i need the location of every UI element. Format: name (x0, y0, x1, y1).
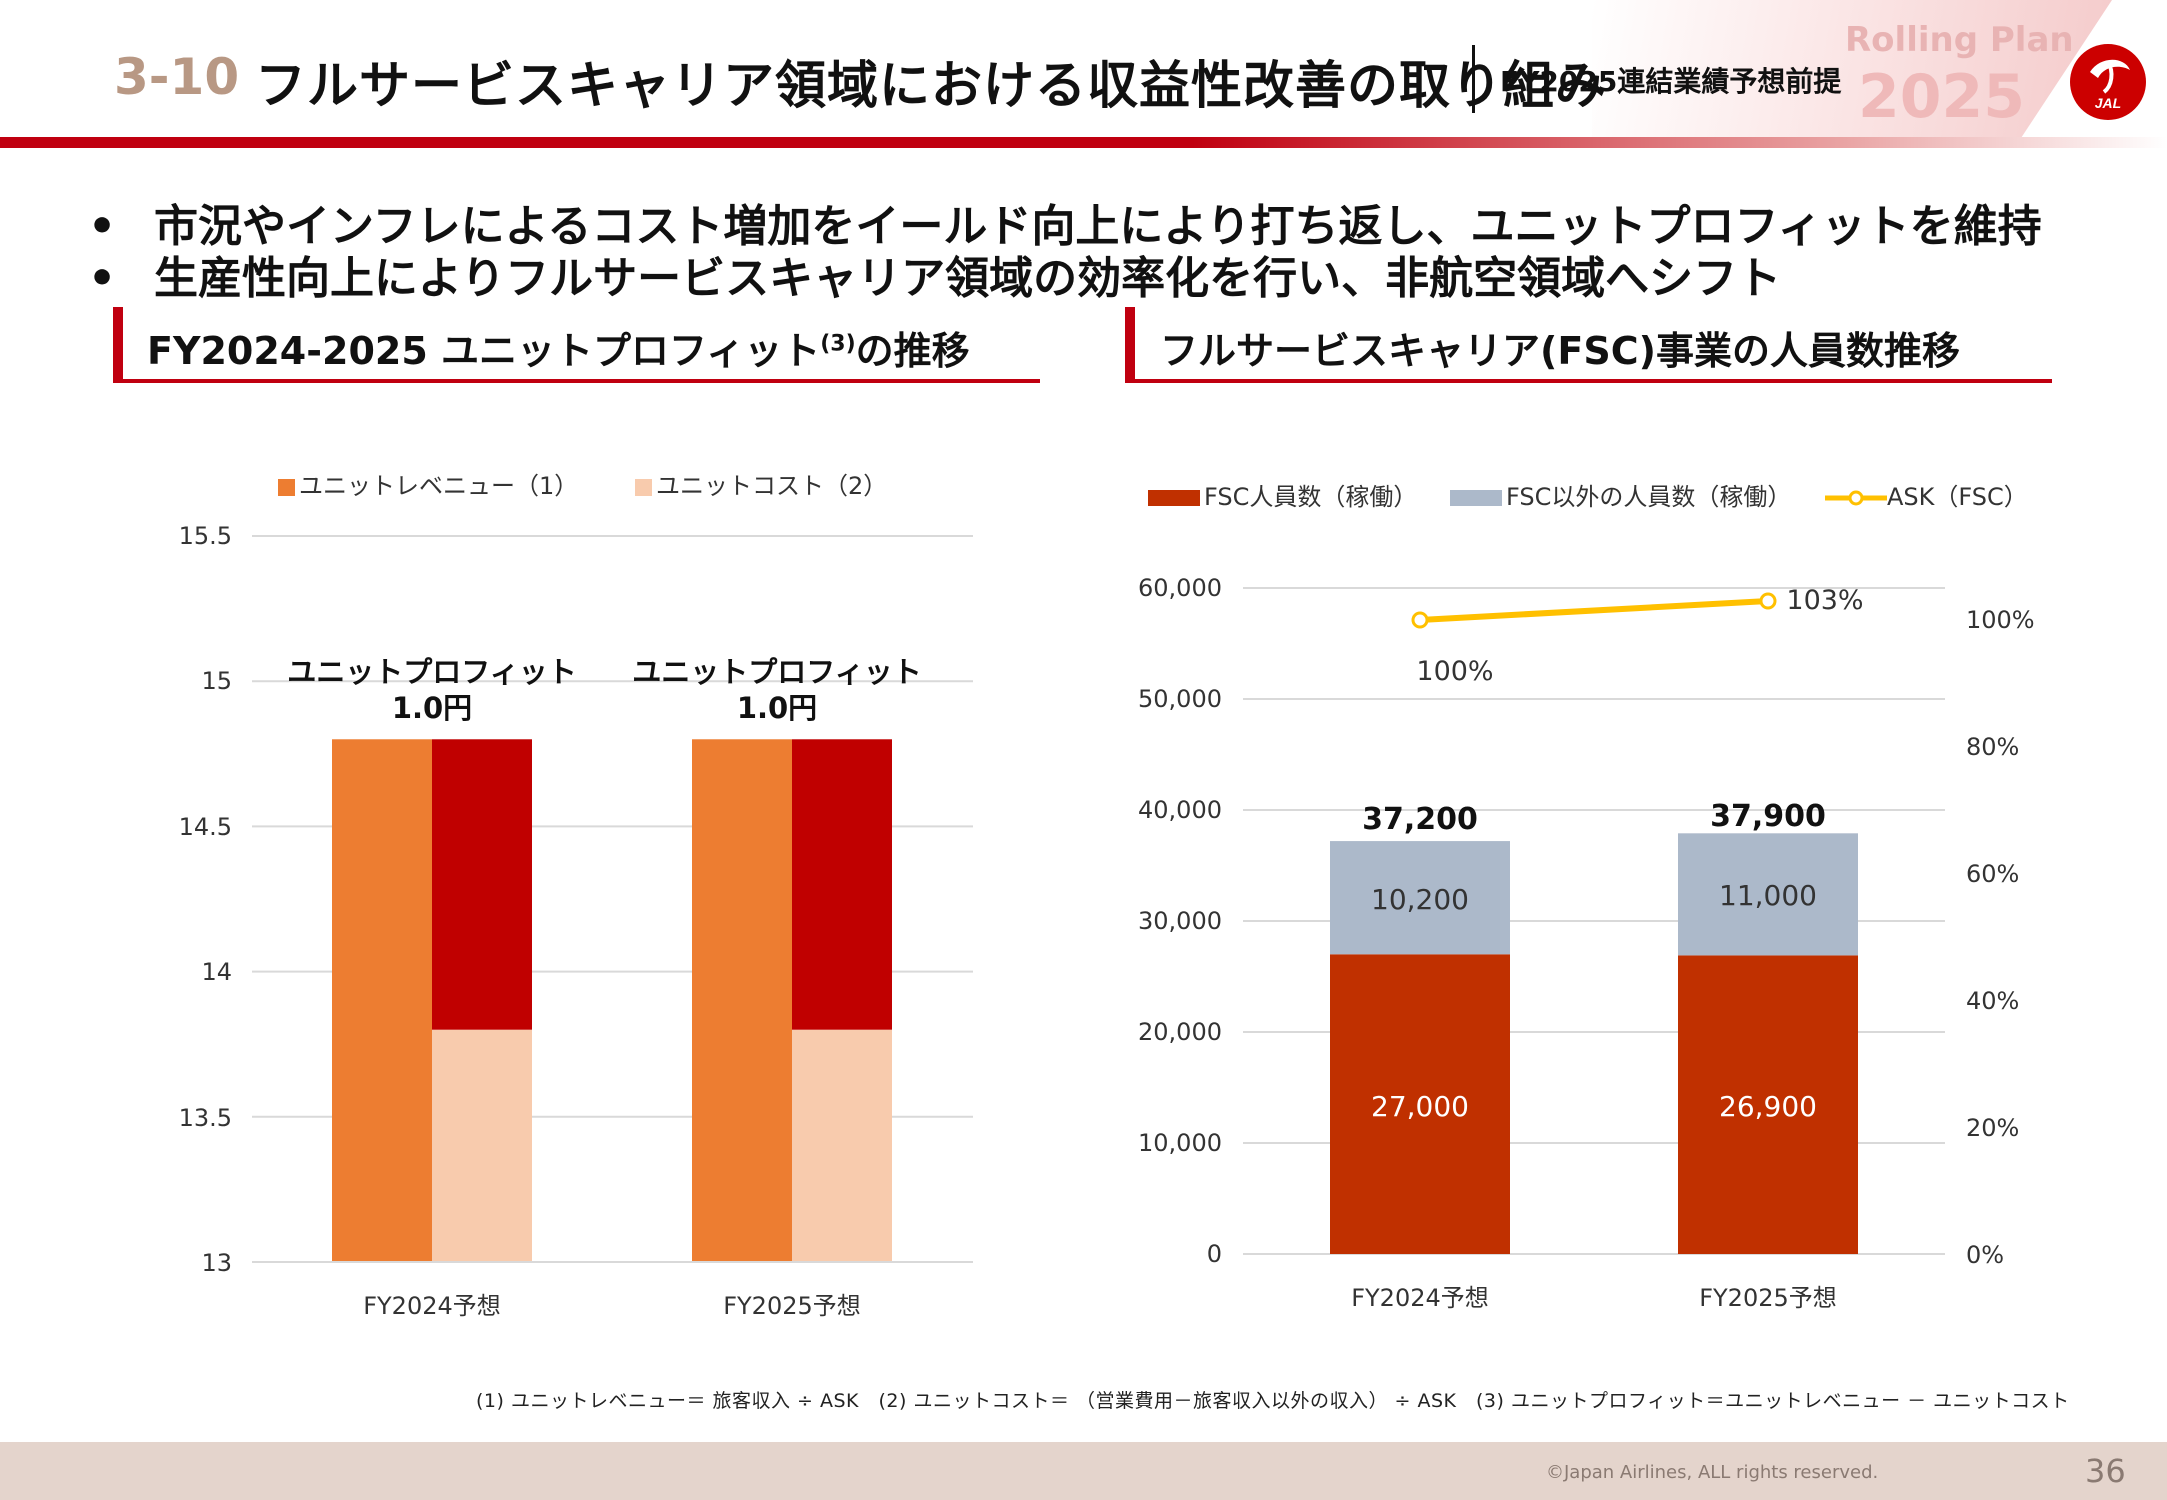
unit-revenue-bar (692, 739, 792, 1262)
footer-band (0, 1442, 2167, 1500)
footnote: (1) ユニットレベニュー＝ 旅客収入 ÷ ASK (2) ユニットコスト＝ （… (476, 1390, 2070, 1412)
unit-profit-bar (432, 739, 532, 1030)
fsc-headcount-bar (1330, 954, 1510, 1254)
header-gradient-banner (1592, 0, 2112, 142)
y2-tick-label: 60% (1966, 860, 2020, 888)
logo-text: JAL (2095, 95, 2121, 111)
right-section-marker (1125, 307, 1135, 383)
left-section-title-tail: の推移 (855, 329, 970, 373)
non-fsc-headcount-bar (1678, 833, 1858, 956)
ask-line (1419, 597, 1769, 623)
right-legend-item: FSC以外の人員数（稼働） (1450, 477, 1791, 512)
x-tick-label: FY2025予想 (1699, 1284, 1837, 1312)
unit-profit-annotation: ユニットプロフィット 1.0円 (262, 654, 602, 726)
right-legend-item: ASK（FSC） (1825, 477, 2028, 512)
legend-swatch (635, 478, 652, 496)
bar-segment-label: 11,000 (1719, 879, 1817, 912)
y-tick-label: 14.5 (178, 813, 232, 841)
rolling-plan-year: 2025 (1858, 62, 2025, 132)
left-section-title: FY2024-2025 ユニットプロフィット(3)の推移 (147, 320, 970, 375)
y-tick-label: 15.5 (178, 522, 232, 550)
y-tick-label: 60,000 (1138, 574, 1222, 602)
copyright: ©Japan Airlines, ALL rights reserved. (1546, 1462, 1879, 1483)
legend-label: ユニットレベニュー（1） (299, 472, 579, 500)
x-tick-label: FY2024予想 (1351, 1284, 1489, 1312)
unit-cost-bar (432, 1029, 532, 1262)
left-section-rule (113, 379, 1040, 383)
unit-profit-bar (792, 739, 892, 1030)
bar-total-label: 37,200 (1362, 802, 1478, 837)
page-subtitle: FY2025連結業績予想前提 (1500, 65, 1842, 98)
right-legend-item: FSC人員数（稼働） (1148, 477, 1417, 512)
left-section-marker (113, 307, 123, 383)
x-tick-label: FY2025予想 (723, 1292, 861, 1320)
unit-cost-bar (792, 1029, 892, 1262)
legend-swatch (1450, 490, 1502, 506)
legend-swatch (1148, 490, 1200, 506)
y-tick-label: 15 (201, 667, 232, 695)
y-tick-label: 0 (1206, 1240, 1222, 1268)
x-tick-label: FY2024予想 (363, 1292, 501, 1320)
line-point-label: 100% (1416, 656, 1494, 687)
jal-logo: JAL (2070, 44, 2146, 120)
left-legend-item: ユニットコスト（2） (635, 466, 887, 501)
legend-label: FSC人員数（稼働） (1204, 483, 1418, 511)
left-section-title-sup: (3) (820, 331, 856, 357)
y-tick-label: 13 (201, 1249, 232, 1277)
annotation-line2: 1.0円 (391, 691, 473, 725)
y-tick-label: 20,000 (1138, 1018, 1222, 1046)
bullet-text: 市況やインフレによるコスト増加をイールド向上により打ち返し、ユニットプロフィット… (154, 201, 2042, 252)
y2-tick-label: 80% (1966, 733, 2020, 761)
y2-tick-label: 0% (1966, 1241, 2005, 1269)
y2-tick-label: 100% (1966, 606, 2035, 634)
ask-point (1759, 592, 1777, 610)
header-red-rule (0, 137, 2167, 148)
rolling-plan-label: Rolling Plan (1845, 20, 2074, 60)
bar-segment-label: 27,000 (1371, 1090, 1469, 1123)
y2-tick-label: 20% (1966, 1114, 2020, 1142)
line-point-label: 103% (1786, 585, 1864, 616)
annotation-line1: ユニットプロフィット (632, 655, 922, 689)
annotation-line2: 1.0円 (736, 691, 818, 725)
right-section-title: フルサービスキャリア(FSC)事業の人員数推移 (1160, 329, 1960, 373)
left-section-title-main: FY2024-2025 ユニットプロフィット (147, 329, 821, 373)
legend-line-marker (1825, 490, 1887, 506)
left-legend-item: ユニットレベニュー（1） (278, 466, 578, 501)
y-tick-label: 10,000 (1138, 1129, 1222, 1157)
section-number: 3-10 (114, 48, 240, 106)
page-title: フルサービスキャリア領域における収益性改善の取り組み (255, 57, 1608, 116)
unit-profit-annotation: ユニットプロフィット 1.0円 (607, 654, 947, 726)
y-tick-label: 30,000 (1138, 907, 1222, 935)
legend-swatch (278, 478, 295, 496)
legend-label: FSC以外の人員数（稼働） (1506, 483, 1792, 511)
bullet-item: • 市況やインフレによるコスト増加をイールド向上により打ち返し、ユニットプロフィッ… (88, 201, 2042, 252)
y-tick-label: 13.5 (178, 1104, 232, 1132)
annotation-line1: ユニットプロフィット (287, 655, 577, 689)
y-tick-label: 40,000 (1138, 796, 1222, 824)
y-tick-label: 14 (201, 958, 232, 986)
bullet-item: • 生産性向上によりフルサービスキャリア領域の効率化を行い、非航空領域へシフト (88, 253, 1782, 304)
page-number: 36 (2085, 1452, 2126, 1490)
bullet-text: 生産性向上によりフルサービスキャリア領域の効率化を行い、非航空領域へシフト (154, 253, 1782, 304)
bar-segment-label: 26,900 (1719, 1090, 1817, 1123)
fsc-headcount-bar (1678, 955, 1858, 1254)
y-tick-label: 50,000 (1138, 685, 1222, 713)
right-section-rule (1125, 379, 2052, 383)
non-fsc-headcount-bar (1330, 841, 1510, 955)
title-divider (1472, 45, 1475, 113)
y2-tick-label: 40% (1966, 987, 2020, 1015)
bar-segment-label: 10,200 (1371, 883, 1469, 916)
legend-label: ASK（FSC） (1887, 483, 2028, 511)
unit-revenue-bar (332, 739, 432, 1262)
legend-label: ユニットコスト（2） (656, 472, 888, 500)
bar-total-label: 37,900 (1710, 799, 1826, 834)
ask-point (1411, 611, 1429, 629)
